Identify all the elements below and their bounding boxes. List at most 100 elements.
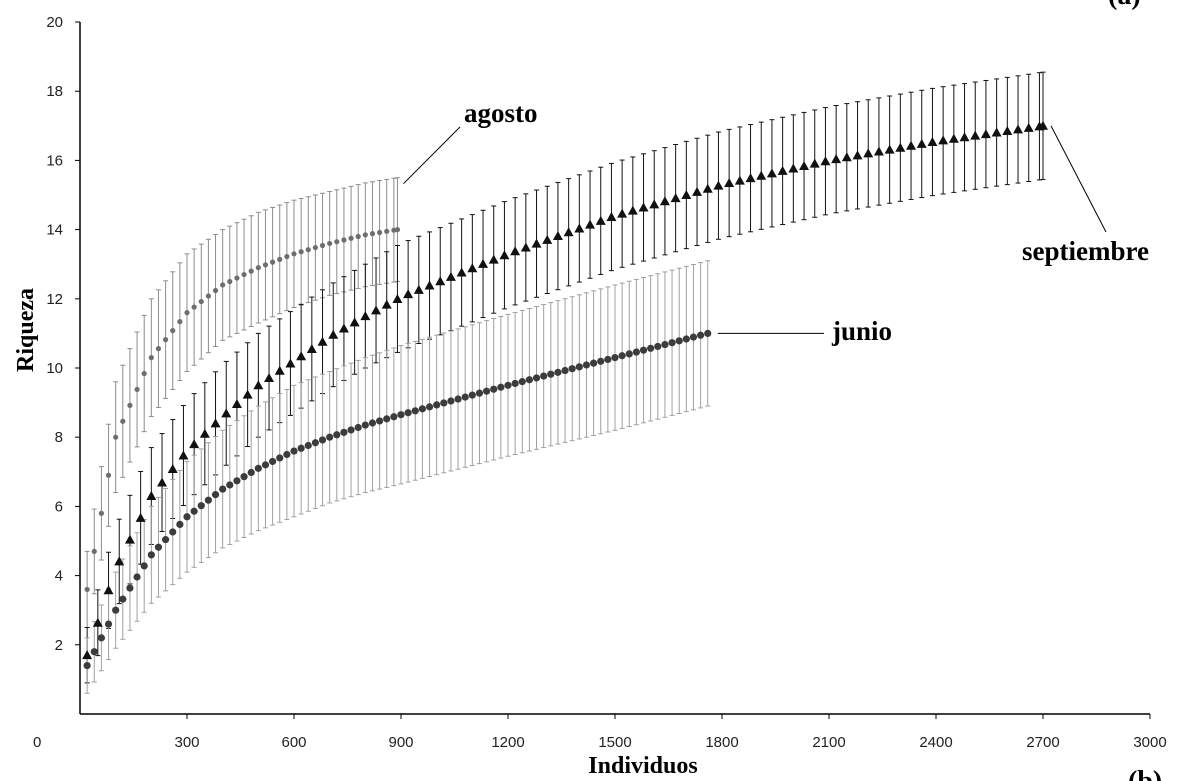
data-point xyxy=(483,387,491,395)
y-tick-label: 10 xyxy=(46,360,63,377)
data-point xyxy=(311,439,319,447)
data-point xyxy=(841,152,852,162)
data-point xyxy=(112,606,120,614)
data-point xyxy=(435,276,446,286)
data-point xyxy=(447,397,455,405)
data-point xyxy=(242,389,253,399)
y-tick-label: 20 xyxy=(46,14,63,31)
data-point xyxy=(114,556,125,566)
data-point xyxy=(499,250,510,260)
series-label-septiembre: septiembre xyxy=(1022,236,1149,266)
x-tick-label: 1200 xyxy=(491,734,524,751)
data-point xyxy=(120,418,126,424)
data-point xyxy=(368,419,377,427)
x-tick-label: 2700 xyxy=(1026,734,1059,751)
data-point xyxy=(618,352,626,360)
x-tick-label: 1500 xyxy=(598,734,631,751)
x-tick-label: 2400 xyxy=(919,734,952,751)
data-point xyxy=(510,246,521,256)
data-point xyxy=(205,293,211,299)
data-point xyxy=(756,170,767,180)
data-point xyxy=(1023,122,1034,132)
data-point xyxy=(169,528,177,536)
data-point xyxy=(1038,120,1048,130)
data-point xyxy=(255,265,261,271)
data-point xyxy=(264,373,275,383)
label-leader-lines xyxy=(403,125,1107,334)
data-point xyxy=(191,304,197,310)
data-point xyxy=(511,379,519,388)
data-point xyxy=(713,180,724,190)
points-agosto xyxy=(84,227,401,593)
data-point xyxy=(148,355,154,361)
data-point xyxy=(82,650,93,660)
data-point xyxy=(461,393,469,401)
x-origin-tick-label: 0 xyxy=(33,734,41,751)
data-point xyxy=(627,205,638,215)
data-point xyxy=(873,146,884,156)
data-point xyxy=(98,510,104,516)
data-point xyxy=(675,337,683,345)
data-point xyxy=(226,481,234,489)
data-point xyxy=(433,401,441,409)
data-point xyxy=(147,551,155,559)
data-point xyxy=(134,386,140,393)
data-point xyxy=(547,370,555,378)
data-point xyxy=(227,278,233,285)
data-point xyxy=(585,219,596,229)
data-point xyxy=(306,343,317,353)
data-point xyxy=(552,231,563,241)
data-point xyxy=(1013,124,1024,134)
data-point xyxy=(197,502,205,510)
data-point xyxy=(369,231,376,237)
data-point xyxy=(248,268,254,274)
data-point xyxy=(488,254,499,264)
data-point xyxy=(654,342,662,351)
data-point xyxy=(170,328,176,334)
data-point xyxy=(317,336,328,346)
data-point xyxy=(574,223,585,233)
data-point xyxy=(478,258,489,268)
data-point xyxy=(124,534,135,544)
data-point xyxy=(312,244,318,251)
data-point xyxy=(504,381,512,389)
data-point xyxy=(456,267,467,277)
y-tick-label: 12 xyxy=(46,291,63,308)
y-axis-ticks: 2 4 6 8 10 12 14 16 18 20 xyxy=(46,14,80,654)
data-point xyxy=(90,648,98,656)
data-point xyxy=(384,228,390,234)
data-point xyxy=(284,253,290,260)
data-point xyxy=(418,405,426,413)
data-point xyxy=(254,464,262,472)
data-point xyxy=(689,333,698,341)
data-point xyxy=(92,617,103,627)
data-point xyxy=(162,536,170,544)
data-point xyxy=(625,350,633,358)
data-point xyxy=(540,372,548,380)
data-point xyxy=(397,411,405,419)
data-point xyxy=(105,472,112,478)
x-tick-label: 900 xyxy=(388,734,413,751)
data-point xyxy=(377,229,383,236)
data-point xyxy=(104,620,113,628)
data-point xyxy=(328,329,339,339)
data-point xyxy=(91,548,97,554)
data-point xyxy=(809,158,820,168)
data-point xyxy=(119,595,127,603)
data-point xyxy=(568,365,576,373)
x-tick-label: 1800 xyxy=(705,734,738,751)
data-point xyxy=(348,235,354,241)
data-point xyxy=(362,232,368,238)
x-axis-ticks: 300 600 900 1200 1500 1800 2100 2400 2700 3000 xyxy=(174,714,1167,751)
data-point xyxy=(704,329,712,337)
error-bars xyxy=(84,71,1046,694)
data-point xyxy=(884,144,895,154)
data-point xyxy=(788,163,799,173)
data-point xyxy=(724,178,735,188)
data-point xyxy=(383,415,391,423)
data-point xyxy=(531,238,542,248)
data-point xyxy=(210,418,221,428)
data-point xyxy=(133,573,141,581)
data-point xyxy=(542,234,553,244)
